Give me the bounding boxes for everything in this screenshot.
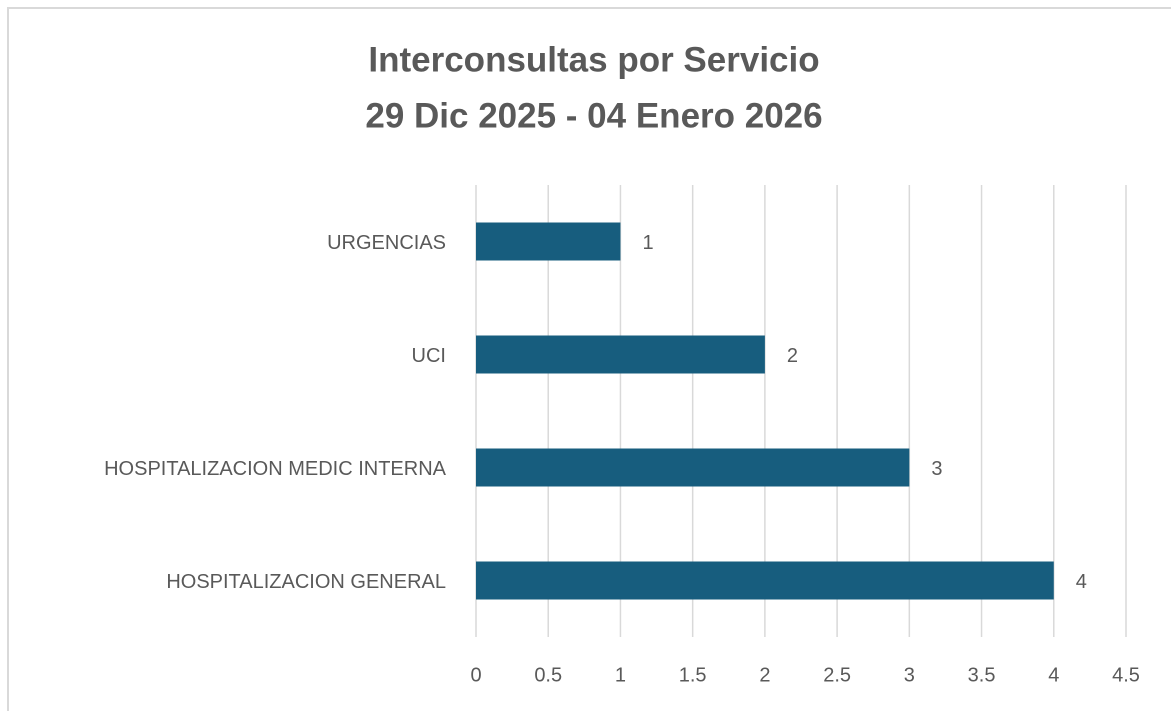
x-tick-label: 2.5 [823, 664, 851, 686]
data-label: 3 [931, 458, 942, 480]
x-tick-label: 3 [904, 664, 915, 686]
x-tick-label: 0.5 [534, 664, 562, 686]
y-tick-label: UCI [412, 345, 446, 367]
chart-subtitle: 29 Dic 2025 - 04 Enero 2026 [365, 96, 822, 135]
x-tick-label: 2 [759, 664, 770, 686]
data-label: 1 [642, 232, 653, 254]
bar [476, 222, 621, 261]
x-tick-label: 1.5 [679, 664, 707, 686]
x-tick-label: 3.5 [968, 664, 996, 686]
x-tick-label: 4.5 [1112, 664, 1140, 686]
x-tick-label: 1 [615, 664, 626, 686]
data-label: 2 [787, 345, 798, 367]
y-tick-label: URGENCIAS [327, 232, 446, 254]
data-label: 4 [1076, 571, 1087, 593]
x-tick-label: 0 [470, 664, 481, 686]
y-tick-label: HOSPITALIZACION GENERAL [166, 571, 446, 593]
chart-title: Interconsultas por Servicio [368, 40, 819, 79]
bar [476, 448, 910, 487]
bar [476, 335, 765, 374]
x-tick-label: 4 [1048, 664, 1059, 686]
y-tick-label: HOSPITALIZACION MEDIC INTERNA [104, 458, 447, 480]
bar [476, 561, 1054, 600]
